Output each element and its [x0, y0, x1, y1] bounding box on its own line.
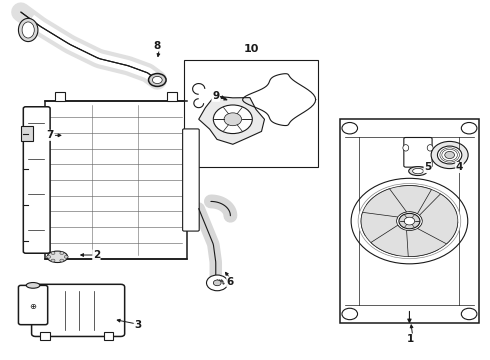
Polygon shape — [361, 189, 407, 236]
Ellipse shape — [47, 251, 68, 262]
Ellipse shape — [413, 168, 423, 174]
FancyBboxPatch shape — [21, 126, 33, 141]
Bar — [340, 119, 479, 323]
Bar — [40, 332, 50, 340]
Circle shape — [342, 122, 358, 134]
Circle shape — [148, 73, 166, 86]
Ellipse shape — [22, 22, 34, 38]
Text: 9: 9 — [212, 91, 220, 101]
Text: 5: 5 — [424, 162, 431, 172]
FancyBboxPatch shape — [183, 129, 199, 231]
Polygon shape — [407, 222, 458, 257]
Bar — [55, 93, 65, 102]
Text: 4: 4 — [456, 162, 463, 172]
FancyBboxPatch shape — [404, 138, 432, 167]
Bar — [45, 102, 187, 258]
Ellipse shape — [19, 18, 38, 41]
FancyBboxPatch shape — [31, 284, 124, 337]
Text: ⊕: ⊕ — [29, 302, 37, 311]
FancyBboxPatch shape — [24, 107, 50, 253]
Polygon shape — [361, 212, 404, 256]
Bar — [104, 332, 114, 340]
Circle shape — [445, 152, 455, 158]
Circle shape — [438, 146, 462, 164]
Circle shape — [206, 275, 228, 291]
Circle shape — [51, 252, 55, 255]
Ellipse shape — [403, 145, 409, 151]
Polygon shape — [367, 186, 432, 215]
Circle shape — [51, 259, 55, 262]
Text: 1: 1 — [407, 334, 414, 344]
Circle shape — [224, 113, 242, 126]
Circle shape — [342, 308, 358, 320]
Text: 6: 6 — [227, 277, 234, 287]
Text: 9: 9 — [212, 91, 220, 101]
Ellipse shape — [409, 167, 427, 176]
Circle shape — [60, 259, 64, 262]
Circle shape — [404, 217, 415, 225]
Bar — [184, 60, 318, 167]
Ellipse shape — [26, 283, 40, 288]
Circle shape — [431, 141, 468, 168]
Bar — [167, 93, 177, 102]
Text: 7: 7 — [47, 130, 54, 140]
Circle shape — [47, 255, 50, 258]
Text: 2: 2 — [93, 250, 100, 260]
Circle shape — [351, 178, 468, 264]
Polygon shape — [417, 194, 458, 244]
Circle shape — [60, 252, 64, 255]
Circle shape — [461, 122, 477, 134]
Polygon shape — [400, 186, 457, 221]
Text: 8: 8 — [154, 41, 161, 51]
Ellipse shape — [427, 145, 433, 151]
Circle shape — [399, 213, 420, 229]
Polygon shape — [199, 96, 265, 144]
FancyBboxPatch shape — [19, 285, 48, 325]
Circle shape — [358, 184, 461, 259]
Circle shape — [64, 255, 68, 258]
Polygon shape — [371, 225, 439, 257]
Circle shape — [213, 105, 252, 134]
Circle shape — [461, 308, 477, 320]
Text: 3: 3 — [134, 320, 142, 330]
Circle shape — [152, 76, 162, 84]
Circle shape — [213, 280, 221, 286]
Text: 10: 10 — [244, 44, 259, 54]
